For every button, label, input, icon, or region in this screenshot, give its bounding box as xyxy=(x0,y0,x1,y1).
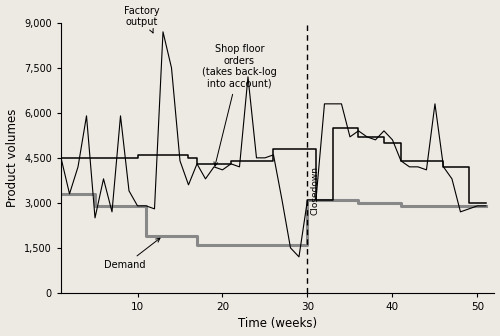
Text: Demand: Demand xyxy=(104,238,160,270)
Y-axis label: Product volumes: Product volumes xyxy=(6,109,18,207)
Text: Factory
output: Factory output xyxy=(124,6,160,33)
Text: Shop floor
orders
(takes back-log
into account): Shop floor orders (takes back-log into a… xyxy=(202,44,277,166)
Text: Closedown: Closedown xyxy=(311,166,320,215)
X-axis label: Time (weeks): Time (weeks) xyxy=(238,318,318,330)
